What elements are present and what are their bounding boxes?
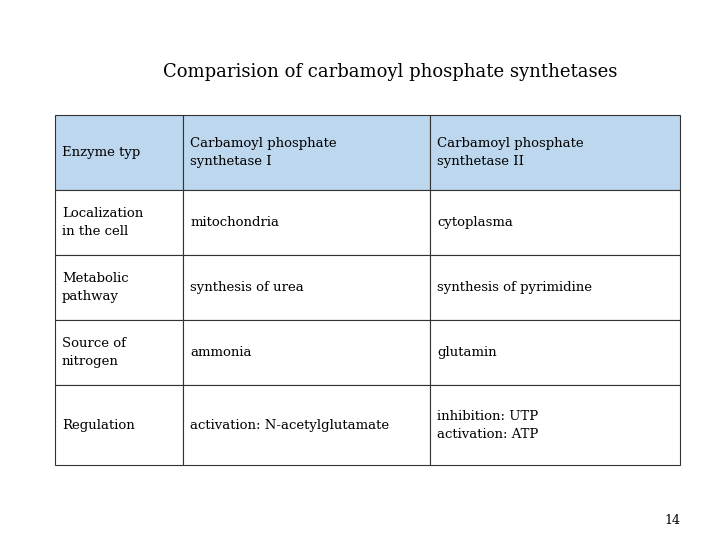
Bar — [430, 255, 680, 320]
Bar — [430, 320, 680, 385]
Bar — [183, 320, 430, 385]
Bar — [55, 255, 183, 320]
Text: activation: N-acetylglutamate: activation: N-acetylglutamate — [190, 418, 390, 431]
Bar — [430, 385, 680, 465]
Bar — [183, 190, 430, 255]
Bar — [55, 115, 183, 190]
Text: glutamin: glutamin — [437, 346, 497, 359]
Text: Source of
nitrogen: Source of nitrogen — [62, 337, 126, 368]
Text: ammonia: ammonia — [190, 346, 251, 359]
Text: Carbamoyl phosphate
synthetase II: Carbamoyl phosphate synthetase II — [437, 137, 584, 168]
Bar — [183, 255, 430, 320]
Bar — [55, 320, 183, 385]
Text: cytoplasma: cytoplasma — [437, 216, 513, 229]
Text: Enzyme typ: Enzyme typ — [62, 146, 140, 159]
Text: 14: 14 — [664, 514, 680, 526]
Text: inhibition: UTP
activation: ATP: inhibition: UTP activation: ATP — [437, 409, 539, 441]
Text: Regulation: Regulation — [62, 418, 135, 431]
Text: synthesis of urea: synthesis of urea — [190, 281, 304, 294]
Text: mitochondria: mitochondria — [190, 216, 279, 229]
Text: synthesis of pyrimidine: synthesis of pyrimidine — [437, 281, 592, 294]
Bar — [183, 115, 430, 190]
Text: Comparision of carbamoyl phosphate synthetases: Comparision of carbamoyl phosphate synth… — [163, 63, 617, 81]
Bar — [430, 190, 680, 255]
Bar — [183, 385, 430, 465]
Bar — [55, 190, 183, 255]
Bar — [55, 385, 183, 465]
Text: Metabolic
pathway: Metabolic pathway — [62, 272, 129, 303]
Text: Carbamoyl phosphate
synthetase I: Carbamoyl phosphate synthetase I — [190, 137, 337, 168]
Bar — [430, 115, 680, 190]
Text: Localization
in the cell: Localization in the cell — [62, 207, 143, 238]
